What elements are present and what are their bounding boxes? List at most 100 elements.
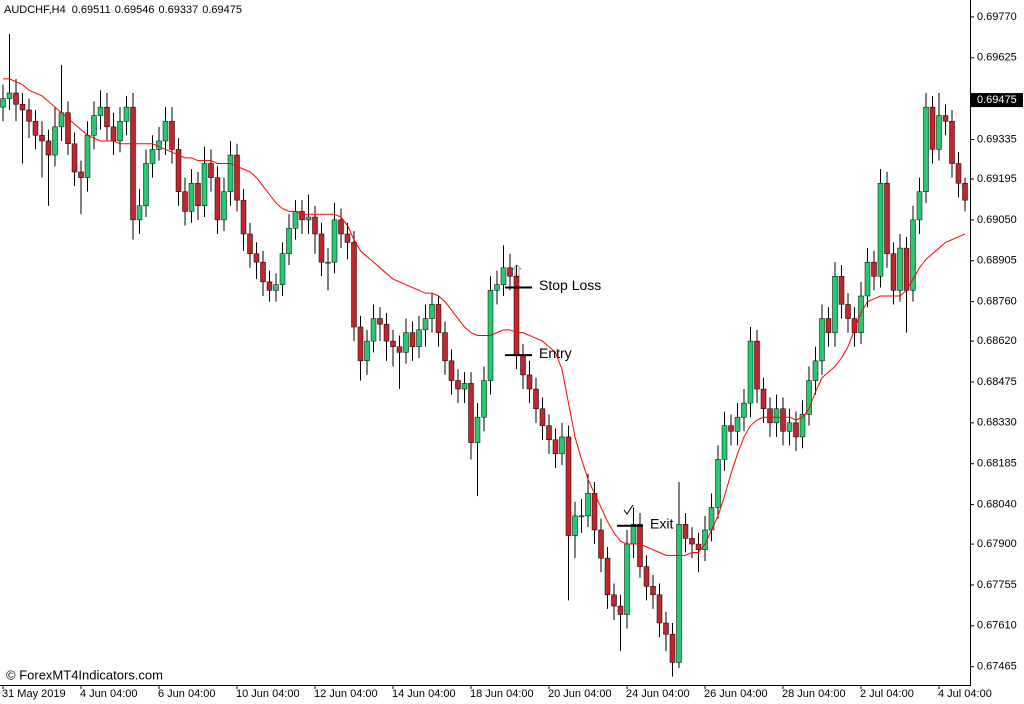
candle-body bbox=[182, 191, 188, 212]
candle-body bbox=[890, 253, 897, 291]
candle-body bbox=[773, 408, 780, 424]
price-label: 0.69475 bbox=[977, 94, 1017, 106]
x-tick-label: 2 Jul 04:00 bbox=[860, 688, 914, 700]
candle-body bbox=[760, 388, 767, 409]
x-tick-label: 24 Jun 04:00 bbox=[626, 688, 690, 700]
candle-body bbox=[825, 318, 832, 333]
header-open: 0.69511 bbox=[72, 4, 111, 16]
candle-body bbox=[923, 106, 929, 192]
candle-body bbox=[409, 332, 416, 347]
candle-body bbox=[734, 416, 741, 432]
y-tick-label: 0.69625 bbox=[977, 52, 1017, 64]
candle-body bbox=[468, 383, 474, 443]
candle-body bbox=[442, 332, 448, 362]
candle-body bbox=[149, 149, 156, 164]
header-high: 0.69546 bbox=[115, 4, 155, 16]
candle-body bbox=[819, 318, 825, 362]
candle-body bbox=[903, 247, 910, 291]
candle-body bbox=[416, 329, 422, 347]
candle-body bbox=[591, 493, 598, 531]
candle-body bbox=[682, 524, 689, 539]
candle-body bbox=[546, 425, 552, 441]
candle-body bbox=[279, 253, 286, 285]
candle-body bbox=[91, 115, 97, 136]
candle-body bbox=[884, 182, 890, 254]
candle-body bbox=[474, 416, 481, 443]
candle-body bbox=[117, 120, 123, 142]
candle-body bbox=[624, 543, 630, 615]
candle-body bbox=[169, 120, 175, 150]
candle-body bbox=[604, 557, 611, 596]
candle-body bbox=[728, 425, 734, 432]
candle-body bbox=[650, 586, 656, 596]
candle-body bbox=[52, 126, 58, 156]
candle-body bbox=[377, 318, 383, 325]
candle-body bbox=[247, 233, 253, 254]
candle-body bbox=[331, 219, 338, 263]
candle-body bbox=[305, 216, 312, 221]
candle-body bbox=[786, 422, 793, 432]
y-tick-label: 0.68620 bbox=[977, 335, 1017, 347]
symbol: AUDCHF,H4 bbox=[4, 4, 66, 16]
candles bbox=[0, 33, 968, 677]
y-tick-label: 0.67900 bbox=[977, 538, 1017, 550]
x-tick-label: 20 Jun 04:00 bbox=[548, 688, 612, 700]
candle-body bbox=[942, 115, 949, 122]
candle-body bbox=[71, 143, 78, 173]
candle-body bbox=[695, 543, 702, 550]
candle-body bbox=[494, 284, 500, 291]
y-tick-label: 0.67465 bbox=[977, 661, 1017, 673]
candle-body bbox=[325, 261, 331, 264]
header: AUDCHF,H4 0.69511 0.69546 0.69337 0.69475 bbox=[4, 4, 242, 16]
x-tick-label: 12 Jun 04:00 bbox=[314, 688, 378, 700]
candle-body bbox=[286, 228, 292, 254]
y-tick-label: 0.68760 bbox=[977, 296, 1017, 308]
candle-body bbox=[240, 199, 247, 235]
candle-body bbox=[689, 538, 695, 545]
x-tick-label: 4 Jul 04:00 bbox=[938, 688, 992, 700]
candle-body bbox=[552, 439, 559, 455]
candle-body bbox=[188, 182, 195, 212]
candle-body bbox=[422, 318, 429, 331]
candle-body bbox=[669, 634, 676, 663]
y-tick-label: 0.68905 bbox=[977, 255, 1017, 267]
candle-body bbox=[65, 112, 71, 145]
candle-body bbox=[533, 388, 539, 409]
candle-body bbox=[448, 360, 455, 381]
candle-body bbox=[455, 380, 461, 390]
candle-body bbox=[741, 402, 747, 418]
candle-body bbox=[780, 408, 786, 432]
y-tick-label: 0.69195 bbox=[977, 173, 1017, 185]
candle-body bbox=[435, 304, 442, 333]
header-low: 0.69337 bbox=[158, 4, 198, 16]
candle-body bbox=[838, 276, 845, 305]
candle-body bbox=[611, 594, 617, 607]
candle-body bbox=[156, 140, 162, 150]
x-tick-label: 4 Jun 04:00 bbox=[80, 688, 138, 700]
candle-body bbox=[234, 154, 240, 201]
candle-body bbox=[175, 149, 182, 192]
candle-body bbox=[429, 304, 435, 319]
moving-average bbox=[3, 78, 966, 556]
candle-body bbox=[403, 332, 409, 353]
y-tick-label: 0.68185 bbox=[977, 458, 1017, 470]
candle-body bbox=[643, 566, 650, 587]
candle-body bbox=[110, 126, 117, 142]
x-tick-label: 10 Jun 04:00 bbox=[236, 688, 300, 700]
candle-body bbox=[6, 92, 13, 99]
candle-body bbox=[578, 515, 585, 518]
candle-body bbox=[130, 106, 136, 221]
candle-body bbox=[273, 284, 279, 291]
y-tick-label: 0.68330 bbox=[977, 417, 1017, 429]
candle-body bbox=[832, 276, 838, 333]
candle-body bbox=[195, 182, 201, 207]
candle-body bbox=[715, 459, 721, 508]
candle-body bbox=[260, 261, 266, 283]
y-tick-label: 0.69050 bbox=[977, 214, 1017, 226]
candle-body bbox=[266, 281, 273, 291]
candle-body bbox=[312, 216, 318, 235]
candle-body bbox=[292, 211, 299, 229]
candle-body bbox=[936, 115, 942, 150]
candle-body bbox=[572, 515, 578, 536]
